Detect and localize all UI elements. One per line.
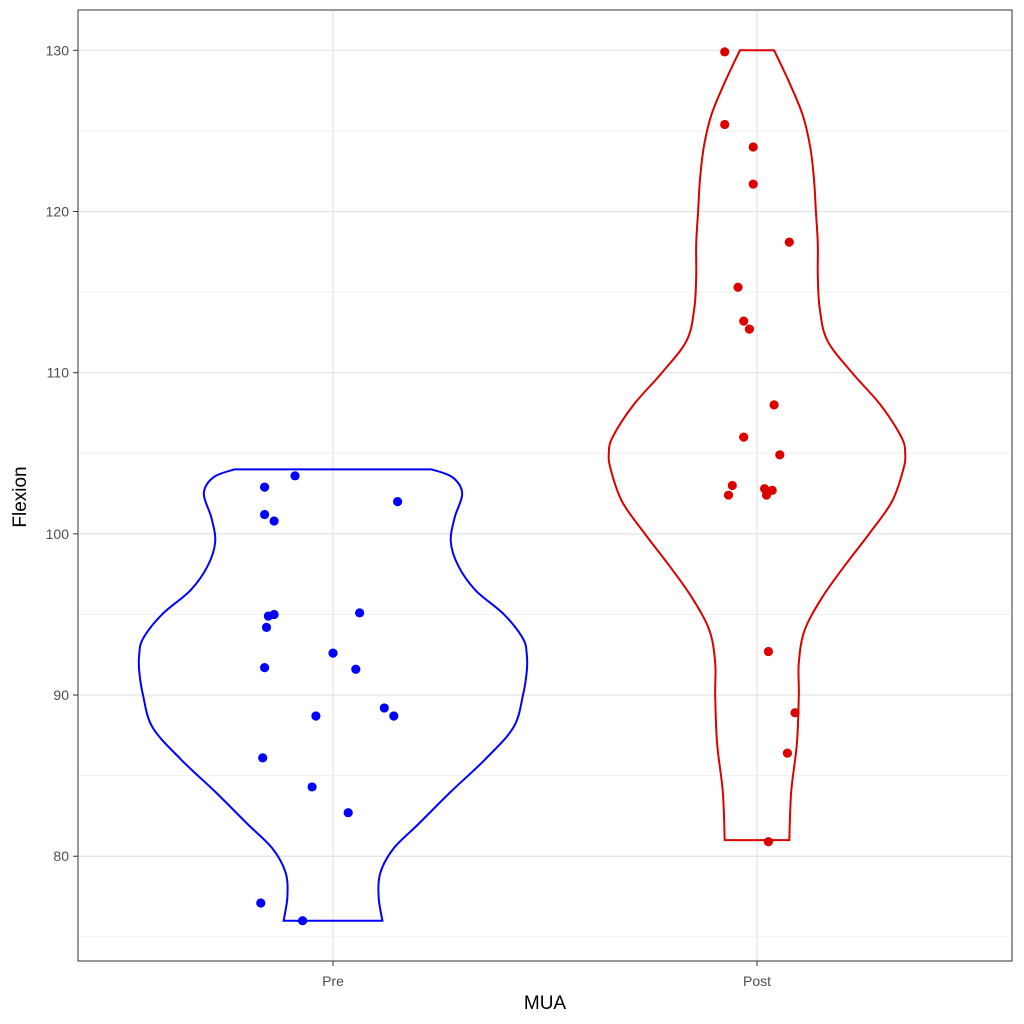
data-point-post (763, 837, 774, 847)
data-point-pre (298, 916, 308, 926)
data-point-pre (389, 711, 399, 721)
y-tick-label: 100 (46, 526, 70, 542)
y-tick-label: 80 (53, 848, 69, 864)
y-tick-label: 90 (53, 687, 69, 703)
y-axis-title: Flexion (10, 466, 31, 527)
axes: 80 90 100 110 120 130 Pre Post (46, 42, 771, 989)
x-tick-label: Pre (322, 973, 344, 989)
violin-pre (137, 468, 529, 922)
data-point-pre (328, 648, 338, 658)
data-point-pre (290, 471, 300, 481)
data-point-post (784, 237, 794, 247)
data-point-post (739, 316, 749, 326)
data-point-post (769, 400, 779, 410)
data-point-pre (355, 608, 365, 618)
data-point-post (775, 450, 785, 460)
data-point-post (763, 646, 774, 657)
data-point-post (720, 119, 730, 130)
data-points (256, 47, 800, 926)
data-point-pre (307, 782, 317, 792)
data-point-pre (260, 482, 270, 492)
data-point-pre (311, 711, 321, 721)
y-tick-label: 130 (46, 42, 70, 58)
violin-post (607, 49, 907, 842)
data-point-post (744, 324, 755, 334)
data-point-pre (269, 609, 279, 620)
data-point-post (767, 485, 777, 495)
x-tick-label: Post (743, 973, 771, 989)
data-point-post (790, 708, 800, 718)
data-point-post (739, 432, 749, 442)
data-point-post (727, 480, 737, 491)
x-axis-title: MUA (524, 993, 567, 1014)
y-tick-label: 110 (47, 365, 70, 381)
data-point-post (782, 748, 793, 758)
data-point-pre (261, 622, 272, 632)
plot-panel-border (77, 9, 1013, 962)
data-point-post (723, 490, 734, 500)
data-point-pre (260, 663, 270, 673)
data-point-pre (379, 703, 389, 713)
gridlines (78, 10, 1012, 961)
data-point-post (733, 282, 743, 292)
data-point-pre (393, 497, 403, 507)
data-point-post (748, 142, 758, 152)
data-point-post (748, 179, 758, 189)
y-tick-label: 120 (46, 203, 70, 219)
data-point-pre (351, 664, 361, 674)
data-point-post (720, 47, 730, 57)
data-point-pre (258, 753, 268, 763)
data-point-pre (343, 808, 353, 818)
data-point-pre (260, 509, 270, 520)
data-point-pre (256, 898, 266, 908)
violins (137, 49, 907, 922)
data-point-pre (269, 516, 279, 526)
